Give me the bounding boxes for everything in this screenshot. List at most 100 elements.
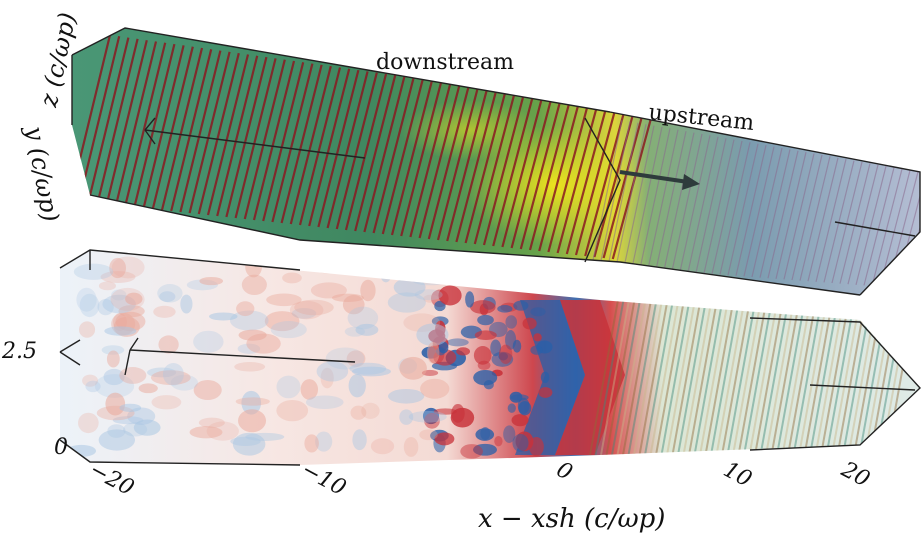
field-line bbox=[243, 59, 286, 220]
upstream-field-line bbox=[775, 152, 807, 279]
downstream-blob bbox=[123, 422, 148, 437]
downstream-blob bbox=[238, 329, 267, 341]
upstream-stripe bbox=[589, 299, 619, 456]
turbulence-blob bbox=[503, 425, 516, 443]
downstream-blob bbox=[399, 409, 414, 425]
downstream-blob bbox=[241, 274, 267, 295]
upstream-stripe bbox=[633, 299, 663, 456]
field-line bbox=[482, 93, 526, 246]
turbulence-blob bbox=[438, 285, 462, 306]
downstream-blob bbox=[312, 264, 350, 274]
downstream-blob bbox=[316, 361, 349, 382]
downstream-blob bbox=[235, 397, 270, 406]
downstream-blob bbox=[199, 276, 224, 286]
downstream-blob bbox=[112, 416, 144, 425]
field-line bbox=[492, 94, 535, 247]
downstream-blob bbox=[361, 402, 380, 419]
field-line bbox=[501, 95, 544, 248]
field-line bbox=[354, 75, 397, 232]
bottom-slice-volume bbox=[59, 249, 921, 466]
upstream-field-line bbox=[743, 146, 775, 277]
upstream-field-line bbox=[719, 142, 751, 275]
downstream-blob bbox=[355, 323, 379, 336]
upstream-stripe bbox=[666, 299, 696, 456]
downstream-blob bbox=[349, 362, 387, 375]
field-line bbox=[390, 80, 434, 236]
turbulence-blob bbox=[434, 300, 446, 312]
downstream-blob bbox=[270, 321, 307, 339]
downstream-blob bbox=[138, 383, 158, 394]
turbulence-blob bbox=[465, 291, 475, 308]
upstream-field-line bbox=[855, 166, 887, 285]
y-tick-2-5: 2.5 bbox=[1, 339, 37, 364]
downstream-blob bbox=[82, 374, 98, 387]
downstream-blob bbox=[151, 395, 182, 410]
downstream-blob bbox=[159, 291, 176, 302]
downstream-blob bbox=[348, 373, 366, 398]
downstream-blob bbox=[94, 374, 135, 398]
field-line bbox=[133, 43, 176, 208]
upstream-field-line bbox=[695, 138, 727, 273]
turbulence-blob bbox=[438, 341, 449, 354]
field-line bbox=[298, 67, 342, 226]
downstream-blob bbox=[104, 326, 137, 336]
upstream-stripe bbox=[693, 299, 724, 456]
downstream-blob bbox=[351, 366, 391, 377]
x-axis-label: x − xsh (c/ωp) bbox=[478, 504, 665, 534]
field-line bbox=[510, 97, 553, 249]
turbulence-blob bbox=[446, 338, 469, 347]
upstream-field-line bbox=[799, 156, 831, 281]
upstream-field-line bbox=[735, 145, 767, 276]
downstream-blob bbox=[97, 299, 114, 316]
downstream-blob bbox=[408, 410, 447, 423]
upstream-field-line bbox=[727, 143, 759, 276]
downstream-blob bbox=[346, 350, 366, 368]
turbulence-blob bbox=[473, 443, 497, 456]
downstream-blob bbox=[411, 258, 433, 272]
upstream-stripe bbox=[616, 299, 647, 456]
downstream-blob bbox=[189, 426, 223, 439]
field-line bbox=[317, 69, 360, 228]
turbulence-blob bbox=[470, 300, 496, 314]
upstream-stripe bbox=[605, 299, 636, 456]
downstream-blob bbox=[111, 256, 145, 279]
field-line bbox=[78, 36, 121, 202]
upstream-field-line bbox=[615, 124, 647, 267]
upstream-field-line bbox=[655, 131, 687, 270]
shock-front-red-band bbox=[555, 300, 625, 455]
y-axis-label: y (c/ωp) bbox=[20, 123, 64, 224]
field-line bbox=[344, 73, 388, 231]
turbulence-blob bbox=[494, 436, 503, 447]
upstream-field-line bbox=[783, 153, 815, 280]
downstream-blob bbox=[109, 257, 127, 279]
turbulence-blob bbox=[538, 387, 553, 398]
turbulence-blob bbox=[512, 433, 529, 452]
downstream-blob bbox=[305, 395, 344, 410]
upstream-field-line bbox=[823, 160, 855, 283]
downstream-blob bbox=[125, 292, 143, 306]
field-line bbox=[473, 91, 516, 245]
upstream-stripe bbox=[594, 299, 625, 456]
downstream-blob bbox=[416, 323, 449, 347]
upstream-field-line bbox=[831, 161, 863, 284]
downstream-blob bbox=[79, 293, 100, 318]
downstream-blob bbox=[193, 330, 224, 353]
upstream-stripe bbox=[765, 299, 795, 456]
turbulence-blob bbox=[433, 408, 457, 415]
upstream-stripe bbox=[660, 299, 691, 456]
field-line bbox=[436, 86, 480, 241]
field-line bbox=[308, 68, 351, 227]
upstream-stripe bbox=[759, 299, 790, 456]
downstream-blob bbox=[115, 311, 146, 332]
turbulence-blob bbox=[513, 300, 529, 311]
field-line bbox=[114, 41, 158, 206]
upstream-field-line bbox=[663, 132, 695, 271]
turbulence-blob bbox=[515, 431, 534, 452]
field-line bbox=[446, 88, 489, 242]
upstream-stripe bbox=[688, 299, 718, 456]
upstream-stripe bbox=[677, 299, 707, 456]
downstream-blob bbox=[119, 367, 147, 384]
downstream-blob bbox=[100, 271, 136, 283]
upstream-field-line bbox=[687, 136, 719, 273]
downstream-blob bbox=[414, 289, 443, 301]
